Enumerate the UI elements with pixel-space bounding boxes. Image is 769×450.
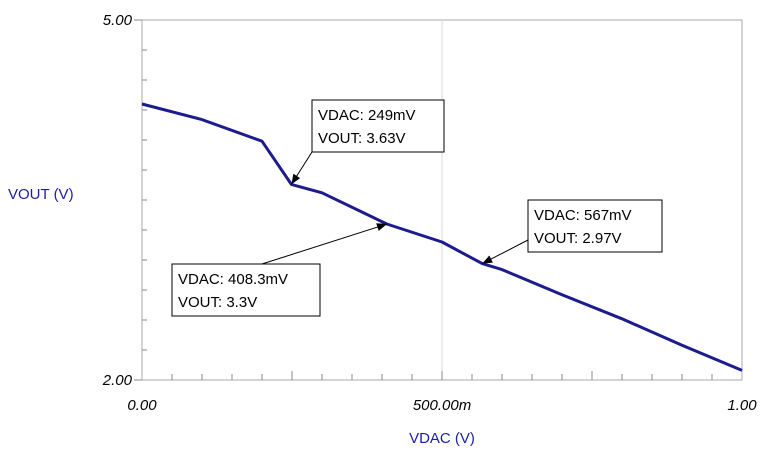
annotation-box <box>527 199 663 253</box>
annotation-text: VDAC: 567mV <box>534 207 632 224</box>
annotations: VDAC: 249mV VOUT: 3.63V VDAC: 408.3mV VOUT:… <box>171 99 663 317</box>
x-tick-label: 0.00 <box>127 397 157 414</box>
x-axis-label: VDAC (V) <box>409 430 475 447</box>
y-tick-label: 5.00 <box>103 12 133 29</box>
annotation-text: VOUT: 3.63V <box>318 130 406 147</box>
annotation: VDAC: 249mV VOUT: 3.63V <box>290 99 445 185</box>
x-tick-label: 500.00m <box>413 397 471 414</box>
annotation-text: VDAC: 408.3mV <box>178 271 288 288</box>
annotation-box <box>311 99 445 153</box>
annotation-arrowhead <box>482 255 493 264</box>
annotation-leader <box>261 223 388 265</box>
minor-ticks <box>142 49 713 380</box>
y-ticks: 5.00 2.00 <box>102 12 142 389</box>
y-axis-label: VOUT (V) <box>8 186 74 203</box>
x-ticks: 0.00 500.00m 1.00 <box>127 397 757 414</box>
annotation-text: VOUT: 2.97V <box>534 230 622 247</box>
series <box>141 102 743 372</box>
y-tick-label: 2.00 <box>102 372 133 389</box>
annotation-box <box>171 263 321 317</box>
annotation-text: VOUT: 3.3V <box>178 294 257 311</box>
annotation-arrowhead <box>376 223 387 231</box>
annotation: VDAC: 567mV VOUT: 2.97V <box>481 199 663 265</box>
annotation-arrowhead <box>291 173 301 185</box>
annotation-text: VDAC: 249mV <box>318 107 416 124</box>
x-tick-label: 1.00 <box>727 397 757 414</box>
annotation: VDAC: 408.3mV VOUT: 3.3V <box>171 223 388 317</box>
series-line <box>141 102 743 372</box>
